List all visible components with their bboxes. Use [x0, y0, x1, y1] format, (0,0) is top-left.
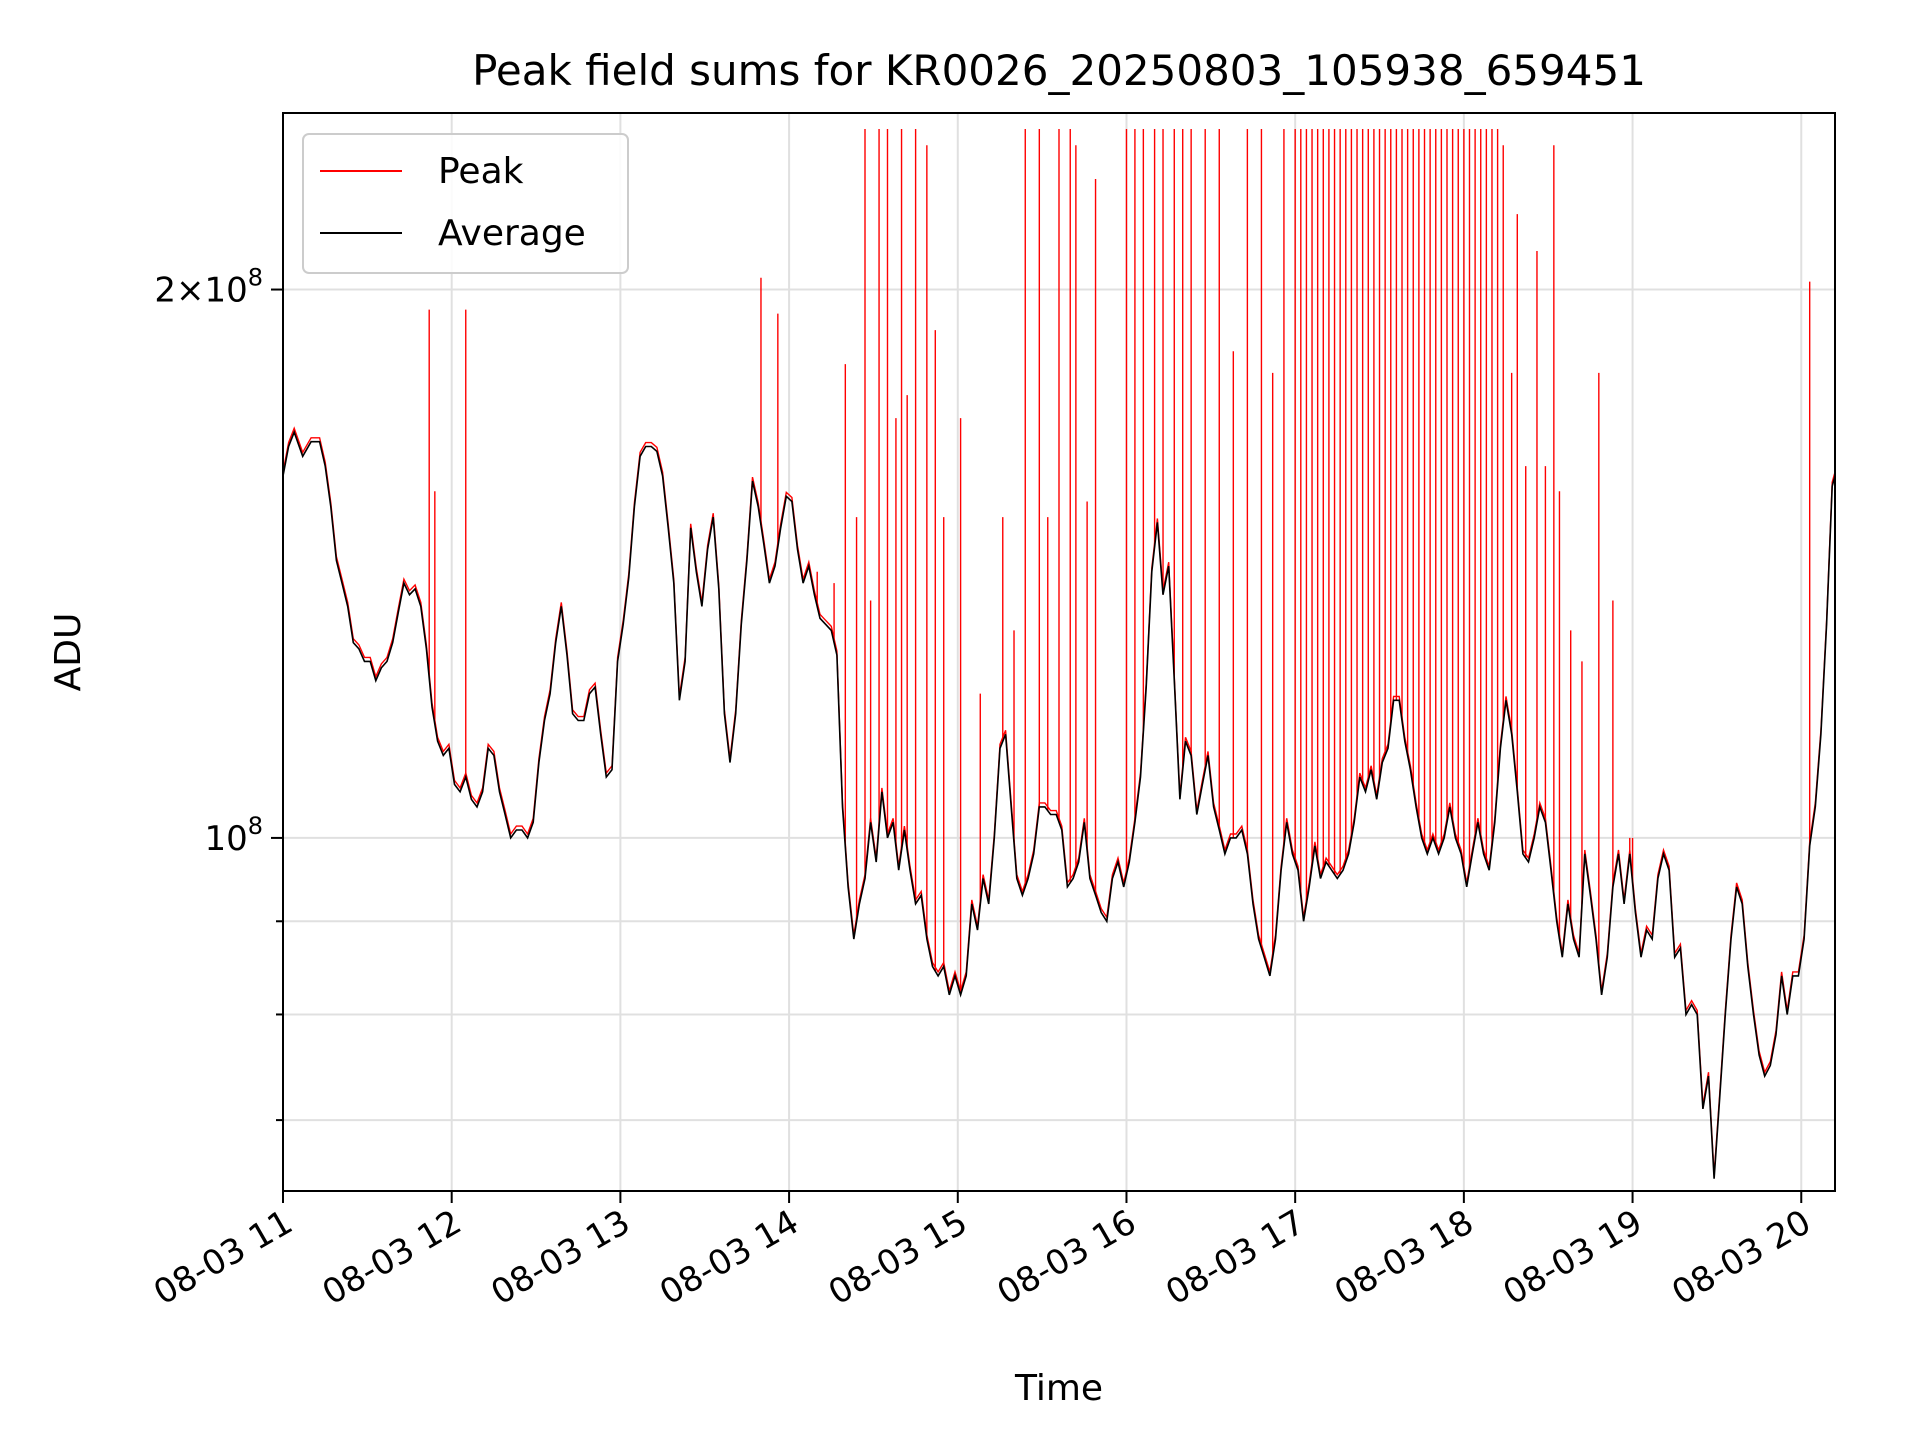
y-tick-label: 2×108	[154, 264, 263, 311]
x-axis-label: Time	[1014, 1368, 1103, 1409]
chart-title: Peak field sums for KR0026_20250803_1059…	[472, 46, 1646, 95]
legend-box	[302, 133, 629, 274]
plot-frame	[282, 112, 1836, 1192]
average-series	[283, 429, 1835, 1179]
legend-average-label: Average	[438, 213, 586, 254]
y-axis-label: ADU	[48, 613, 89, 692]
peak-series	[283, 128, 1835, 1175]
average-line	[283, 429, 1835, 1179]
y-tick-label: 108	[204, 812, 263, 859]
plot-data-area	[283, 128, 1835, 1179]
legend: Peak Average	[302, 133, 629, 274]
y-axis-ticks: 108 2×108	[154, 264, 283, 1122]
legend-peak-label: Peak	[438, 151, 524, 192]
